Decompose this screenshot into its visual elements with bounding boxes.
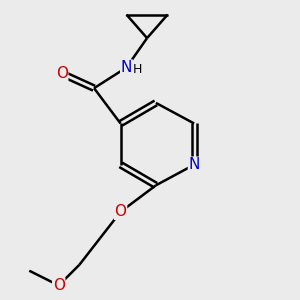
Text: N: N [188,157,200,172]
Text: O: O [115,204,127,219]
Text: H: H [133,63,142,76]
Text: N: N [121,60,132,75]
Text: O: O [56,66,68,81]
Text: O: O [53,278,65,293]
